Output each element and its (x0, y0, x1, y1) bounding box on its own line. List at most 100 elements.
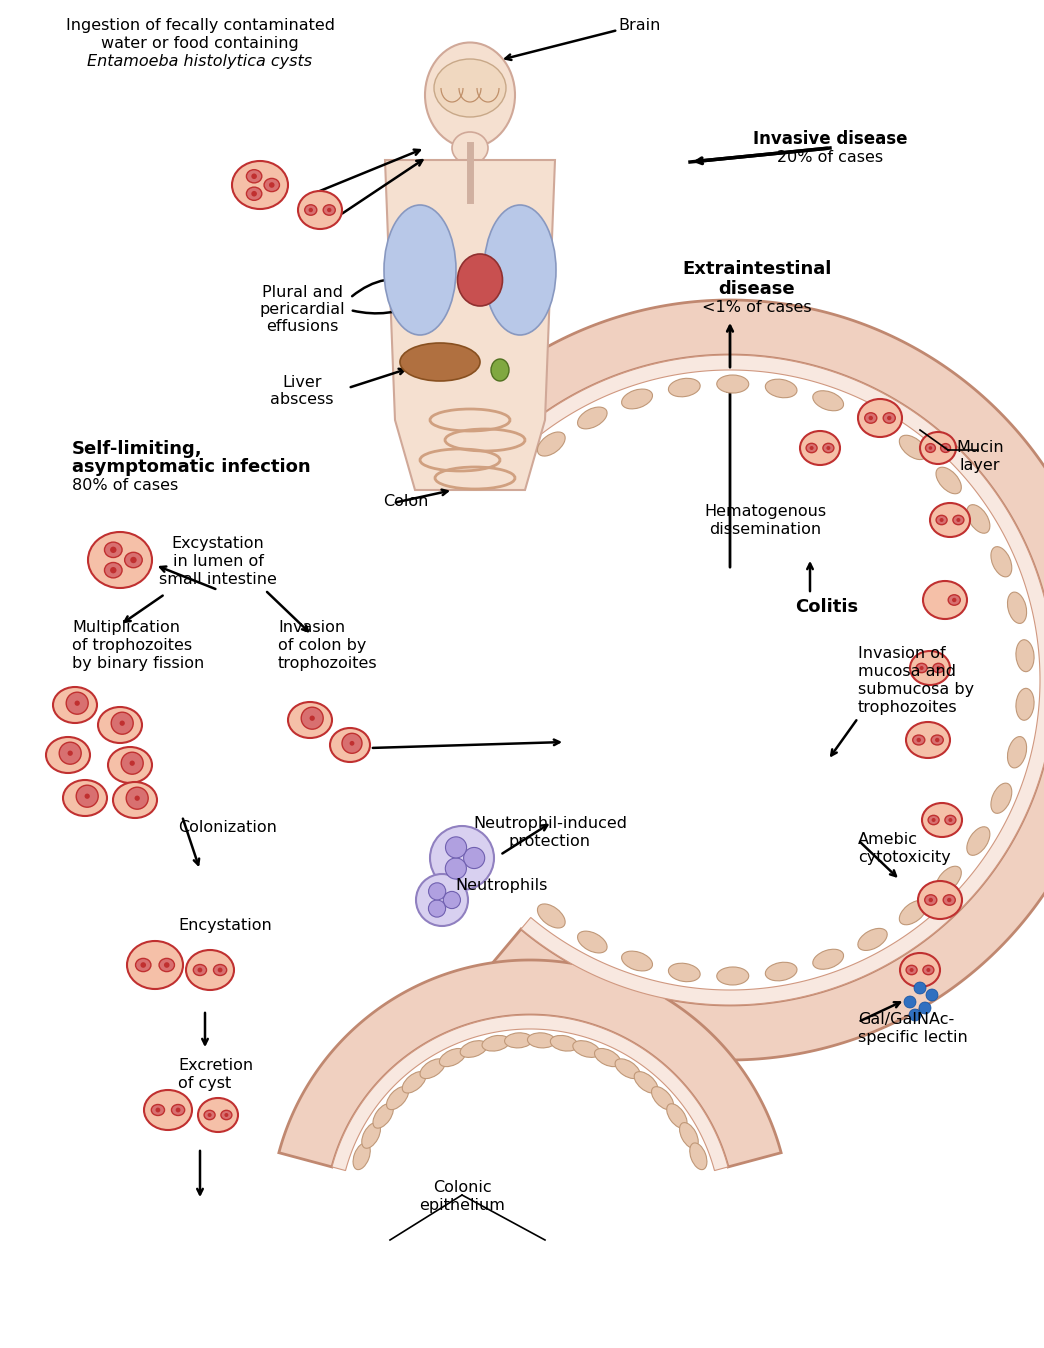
Ellipse shape (88, 532, 152, 588)
Ellipse shape (1007, 592, 1026, 623)
Circle shape (74, 701, 79, 706)
Text: abscess: abscess (270, 392, 334, 407)
Circle shape (827, 446, 830, 450)
Ellipse shape (402, 1072, 426, 1093)
Ellipse shape (362, 1123, 380, 1148)
Circle shape (809, 446, 813, 450)
Ellipse shape (577, 931, 608, 953)
Text: Invasion: Invasion (278, 620, 346, 635)
Ellipse shape (491, 359, 509, 381)
Circle shape (175, 1108, 181, 1112)
Ellipse shape (434, 59, 506, 117)
Ellipse shape (425, 43, 515, 147)
Circle shape (224, 1113, 229, 1117)
Text: Hematogenous: Hematogenous (704, 504, 826, 519)
Circle shape (929, 446, 932, 450)
Ellipse shape (527, 1033, 555, 1047)
Ellipse shape (910, 651, 950, 685)
Text: Ingestion of fecally contaminated: Ingestion of fecally contaminated (66, 18, 334, 32)
Ellipse shape (136, 958, 151, 972)
Ellipse shape (482, 1035, 509, 1051)
Ellipse shape (221, 1111, 232, 1120)
Text: disease: disease (718, 280, 796, 298)
Text: 20% of cases: 20% of cases (777, 150, 883, 164)
Circle shape (310, 716, 315, 721)
Ellipse shape (900, 953, 940, 987)
Ellipse shape (800, 431, 840, 465)
Ellipse shape (806, 443, 817, 453)
Circle shape (76, 785, 98, 807)
Ellipse shape (864, 412, 877, 423)
Circle shape (947, 898, 951, 902)
Ellipse shape (193, 965, 207, 976)
Circle shape (112, 712, 134, 735)
Ellipse shape (813, 949, 844, 969)
Ellipse shape (386, 1086, 408, 1109)
Text: Colonization: Colonization (177, 820, 277, 834)
Polygon shape (385, 160, 555, 491)
Circle shape (914, 981, 926, 993)
Circle shape (135, 795, 140, 801)
Text: dissemination: dissemination (709, 522, 821, 537)
Text: Multiplication: Multiplication (72, 620, 180, 635)
Ellipse shape (373, 1104, 394, 1128)
Circle shape (164, 962, 169, 968)
Ellipse shape (765, 379, 797, 398)
Text: Extraintestinal: Extraintestinal (683, 260, 832, 278)
Ellipse shape (538, 431, 565, 456)
Ellipse shape (384, 205, 456, 336)
Ellipse shape (717, 967, 749, 985)
Ellipse shape (930, 503, 970, 537)
Text: Colon: Colon (383, 493, 428, 510)
Text: Gal/GalNAc-: Gal/GalNAc- (858, 1012, 954, 1027)
Circle shape (416, 874, 468, 926)
Ellipse shape (324, 205, 335, 216)
Ellipse shape (634, 1072, 658, 1093)
Text: <1% of cases: <1% of cases (703, 301, 812, 315)
Ellipse shape (920, 431, 956, 464)
Ellipse shape (953, 515, 964, 524)
Circle shape (121, 752, 143, 774)
Circle shape (309, 208, 313, 212)
Circle shape (909, 968, 914, 972)
Circle shape (944, 446, 947, 450)
Circle shape (110, 568, 117, 573)
Ellipse shape (941, 443, 950, 453)
Ellipse shape (298, 191, 342, 229)
Ellipse shape (108, 747, 152, 783)
Text: small intestine: small intestine (159, 572, 277, 586)
Circle shape (940, 518, 944, 522)
Ellipse shape (858, 929, 887, 950)
Circle shape (66, 693, 88, 714)
Circle shape (197, 968, 203, 972)
Circle shape (130, 557, 137, 563)
Ellipse shape (651, 1086, 673, 1109)
Text: of colon by: of colon by (278, 638, 366, 652)
Text: Self-limiting,: Self-limiting, (72, 439, 203, 458)
Circle shape (928, 898, 933, 902)
Ellipse shape (246, 170, 262, 183)
Circle shape (446, 857, 467, 879)
Circle shape (428, 900, 446, 917)
Text: of trophozoites: of trophozoites (72, 638, 192, 652)
Ellipse shape (330, 728, 370, 762)
Ellipse shape (204, 1111, 215, 1120)
Ellipse shape (936, 515, 947, 524)
Ellipse shape (991, 547, 1012, 577)
Ellipse shape (104, 542, 122, 558)
Ellipse shape (680, 1123, 698, 1148)
Circle shape (446, 837, 467, 857)
Circle shape (444, 891, 460, 909)
Circle shape (252, 191, 257, 197)
Text: Colitis: Colitis (794, 599, 858, 616)
Circle shape (926, 968, 930, 972)
Circle shape (869, 415, 873, 421)
Text: pericardial: pericardial (259, 302, 345, 317)
Ellipse shape (457, 253, 502, 306)
Ellipse shape (452, 132, 488, 164)
Circle shape (327, 208, 331, 212)
Ellipse shape (928, 816, 940, 825)
Ellipse shape (883, 412, 896, 423)
Ellipse shape (945, 816, 956, 825)
Ellipse shape (246, 187, 262, 201)
